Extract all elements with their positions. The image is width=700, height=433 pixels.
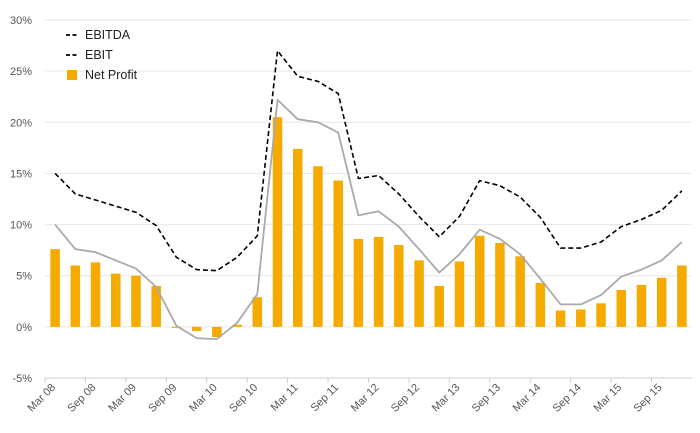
x-tick-label: Sep 13: [470, 382, 503, 415]
net-profit-bar: [232, 324, 242, 327]
net-profit-bar: [474, 235, 485, 327]
net-profit-bar: [515, 256, 525, 327]
x-tick-label: Mar 11: [269, 382, 301, 414]
net-profit-bar: [495, 242, 505, 327]
net-profit-bar: [373, 236, 384, 327]
x-axis-ticks: Mar 08 Sep 08 Mar 09 Sep 09 Mar 10 Sep 10 Mar …: [25, 377, 692, 415]
net-profit-bar: [111, 273, 121, 327]
x-tick-label: Mar 15: [592, 382, 625, 415]
net-profit-bar: [191, 326, 202, 331]
net-profit-bar: [535, 282, 546, 327]
net-profit-bar: [131, 275, 141, 327]
net-profit-bar: [151, 285, 161, 327]
net-profit-bar: [555, 310, 566, 327]
x-tick-label: Sep 12: [389, 382, 422, 415]
x-tick-label: Mar 13: [430, 382, 463, 415]
x-tick-label: Sep 10: [227, 382, 260, 415]
net-profit-bar: [353, 238, 364, 327]
net-profit-bar: [434, 285, 445, 327]
y-tick-label: -5%: [12, 373, 32, 385]
ebitda-line: [54, 49, 683, 272]
y-tick-label: 10%: [10, 220, 32, 232]
net-profit-bar: [50, 249, 60, 327]
x-tick-label: Sep 08: [65, 382, 98, 415]
legend-label: EBITDA: [85, 28, 131, 42]
net-profit-bar: [636, 284, 647, 327]
y-tick-label: 15%: [10, 168, 32, 180]
y-axis-ticks: 30% 25% 20% 15% 10% 5% 0% -5%: [10, 15, 32, 385]
net-profit-bar: [272, 117, 283, 327]
x-tick-label: Sep 14: [551, 382, 584, 415]
x-tick-label: Sep 11: [309, 382, 342, 415]
legend: EBITDA EBIT Net Profit: [66, 28, 138, 82]
grid: [45, 19, 692, 379]
net-profit-bar: [70, 265, 81, 327]
net-profit-bar: [616, 290, 626, 327]
net-profit-bar: [313, 166, 323, 327]
y-tick-label: 0%: [16, 322, 32, 334]
legend-label: Net Profit: [85, 68, 138, 82]
x-tick-label: Sep 15: [632, 382, 665, 415]
net-profit-bar: [90, 262, 101, 327]
y-tick-label: 30%: [10, 15, 32, 27]
net-profit-bar: [454, 261, 465, 327]
net-profit-bar: [677, 265, 687, 327]
y-tick-label: 25%: [10, 66, 32, 78]
x-tick-label: Mar 14: [511, 382, 544, 415]
net-profit-bar: [292, 148, 303, 327]
line-series: [54, 49, 683, 341]
x-tick-label: Mar 12: [349, 382, 382, 415]
net-profit-bars: [50, 117, 687, 338]
net-profit-bar: [333, 180, 343, 327]
legend-swatch: [67, 70, 77, 80]
net-profit-bar: [171, 326, 182, 328]
net-profit-bar: [212, 326, 222, 338]
net-profit-bar: [596, 303, 606, 327]
x-tick-label: Mar 09: [106, 382, 139, 415]
net-profit-bar: [414, 260, 424, 327]
y-tick-label: 20%: [10, 117, 32, 129]
net-profit-bar: [394, 245, 404, 327]
net-profit-bar: [656, 277, 667, 327]
net-profit-bar: [252, 297, 263, 327]
x-tick-label: Sep 09: [146, 382, 179, 415]
ebit-line: [54, 98, 683, 341]
net-profit-bar: [576, 309, 586, 327]
x-tick-label: Mar 08: [25, 382, 58, 415]
y-tick-label: 5%: [16, 271, 32, 283]
legend-label: EBIT: [85, 48, 113, 62]
x-tick-label: Mar 10: [187, 382, 220, 415]
